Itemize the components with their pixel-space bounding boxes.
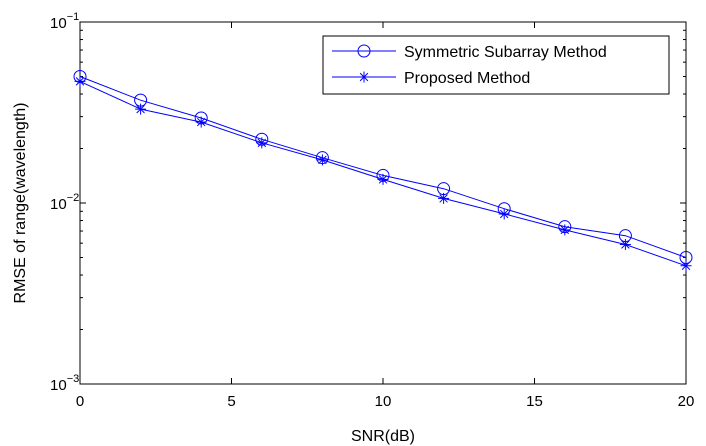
x-axis-title: SNR(dB) xyxy=(351,428,415,445)
x-tick-label: 15 xyxy=(526,393,543,410)
y-tick-label: 10−3 xyxy=(50,373,79,394)
data-point-asterisk xyxy=(498,208,510,220)
data-point-asterisk xyxy=(680,260,692,272)
data-point-asterisk xyxy=(74,75,86,87)
x-tick-label: 5 xyxy=(227,393,235,410)
data-point-asterisk xyxy=(559,224,571,236)
data-point-asterisk xyxy=(316,154,328,166)
legend-label-proposed: Proposed Method xyxy=(404,70,530,87)
data-point-asterisk xyxy=(195,116,207,128)
legend-box xyxy=(322,35,670,95)
x-tick-label: 0 xyxy=(76,393,84,410)
legend: Symmetric Subarray Method Proposed Metho… xyxy=(322,35,670,95)
data-point-asterisk xyxy=(438,192,450,204)
legend-marker-circle xyxy=(357,44,371,58)
axis-ticks: 0 5 10 15 20 10−1 10−2 10−3 xyxy=(50,11,694,410)
y-tick-label: 10−1 xyxy=(50,11,79,32)
y-tick-label: 10−2 xyxy=(50,192,79,213)
y-axis-title: RMSE of range(wavelength) xyxy=(12,103,29,304)
x-tick-label: 20 xyxy=(678,393,695,410)
legend-marker-asterisk xyxy=(358,71,370,83)
data-point-asterisk xyxy=(619,238,631,250)
series-layer xyxy=(73,69,693,272)
x-tick-label: 10 xyxy=(375,393,392,410)
data-point-asterisk xyxy=(256,137,268,149)
legend-asterisk-shape xyxy=(358,71,370,83)
legend-label-symmetric: Symmetric Subarray Method xyxy=(404,44,607,61)
data-point-asterisk xyxy=(135,103,147,115)
data-point-asterisk xyxy=(377,173,389,185)
